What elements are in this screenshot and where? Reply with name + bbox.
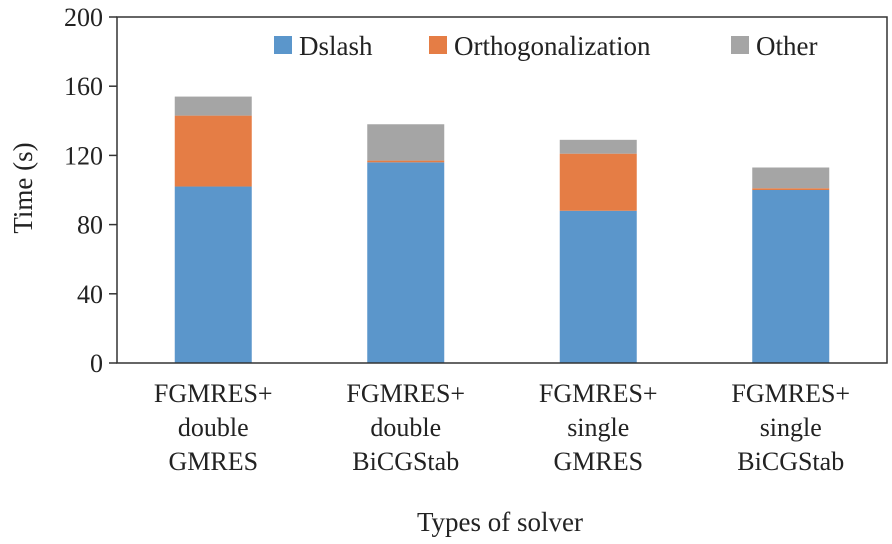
x-category-label: GMRES bbox=[168, 447, 258, 476]
legend-label: Other bbox=[756, 31, 817, 61]
x-category-label: BiCGStab bbox=[737, 447, 844, 476]
x-category-label: double bbox=[178, 413, 249, 442]
bar-segment-orthogonalization bbox=[367, 160, 445, 163]
y-tick-label: 200 bbox=[64, 3, 103, 32]
x-category-label: GMRES bbox=[553, 447, 643, 476]
bar-segment-dslash bbox=[174, 186, 252, 363]
bar-segment-other bbox=[752, 167, 830, 189]
legend-swatch bbox=[274, 36, 292, 54]
x-category-label: single bbox=[567, 413, 629, 442]
y-axis-ticks: 0 40 80 120 160 200 bbox=[64, 3, 117, 378]
legend-label: Dslash bbox=[299, 31, 373, 61]
legend-swatch bbox=[731, 36, 749, 54]
x-category-label: FGMRES+ bbox=[731, 379, 850, 408]
bar-segment-other bbox=[559, 139, 637, 154]
bar-segment-other bbox=[367, 124, 445, 161]
bar-segment-dslash bbox=[559, 210, 637, 363]
y-tick-label: 40 bbox=[77, 280, 103, 309]
plot-area-frame bbox=[116, 16, 888, 364]
y-axis-title: Time (s) bbox=[8, 142, 38, 233]
y-tick-label: 0 bbox=[90, 349, 103, 378]
x-category-label: double bbox=[370, 413, 441, 442]
bar-segment-other bbox=[174, 96, 252, 116]
y-tick-label: 160 bbox=[64, 72, 103, 101]
x-category-label: FGMRES+ bbox=[346, 379, 465, 408]
legend-swatch bbox=[429, 36, 447, 54]
bar-stacks bbox=[174, 96, 830, 363]
x-category-label: FGMRES+ bbox=[154, 379, 273, 408]
legend: Dslash Orthogonalization Other bbox=[274, 31, 817, 61]
x-category-label: FGMRES+ bbox=[539, 379, 658, 408]
bar-segment-dslash bbox=[752, 190, 830, 363]
x-axis-category-labels: FGMRES+ double GMRES FGMRES+ double BiCGStab F… bbox=[154, 379, 850, 476]
x-category-label: BiCGStab bbox=[352, 447, 459, 476]
bar-segment-orthogonalization bbox=[559, 153, 637, 211]
bar-segment-orthogonalization bbox=[174, 115, 252, 187]
y-tick-label: 120 bbox=[64, 141, 103, 170]
legend-label: Orthogonalization bbox=[454, 31, 651, 61]
y-tick-label: 80 bbox=[77, 211, 103, 240]
bar-segment-orthogonalization bbox=[752, 188, 830, 190]
x-category-label: single bbox=[760, 413, 822, 442]
bar-segment-dslash bbox=[367, 162, 445, 363]
x-axis-title: Types of solver bbox=[417, 507, 583, 537]
